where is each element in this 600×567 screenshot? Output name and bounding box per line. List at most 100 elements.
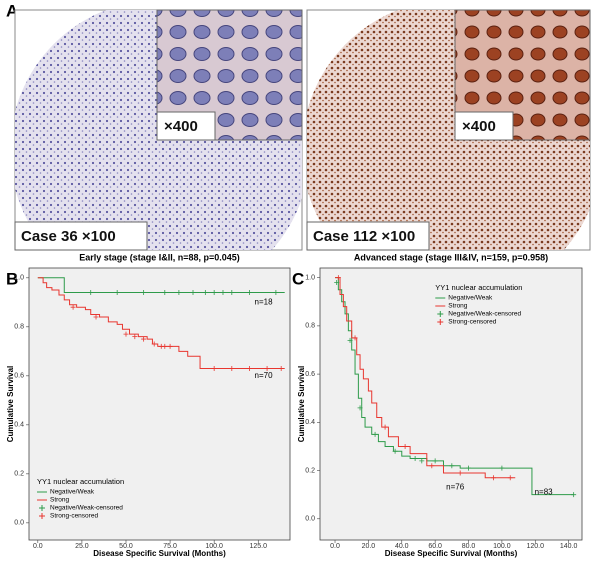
image-caption: Case 36 ×100	[21, 228, 116, 245]
plot-area	[28, 267, 291, 541]
censor-mark	[176, 290, 182, 296]
y-tick-label: 1.0	[305, 274, 315, 281]
censor-mark	[246, 365, 252, 371]
y-tick-label: 0.2	[14, 471, 24, 478]
image-caption: Case 112 ×100	[313, 228, 415, 245]
censor-mark	[357, 405, 363, 411]
survival-curve	[37, 277, 285, 369]
x-tick-label: 40.0	[395, 543, 409, 550]
censor-mark	[202, 290, 208, 296]
y-tick-label: 0.4	[305, 419, 315, 426]
censor-mark	[151, 341, 157, 347]
censor-mark	[162, 290, 168, 296]
censor-mark	[432, 458, 438, 464]
x-tick-label: 80.0	[462, 543, 476, 550]
legend-entry: Strong	[448, 303, 468, 310]
censor-mark	[352, 335, 358, 341]
y-tick-label: 0.8	[14, 324, 24, 331]
inset-caption: ×400	[462, 118, 496, 135]
censor-mark	[491, 475, 497, 481]
censor-mark	[190, 290, 196, 296]
y-axis-label: Cumulative Survival	[297, 366, 306, 442]
x-tick-label: 60.0	[428, 543, 442, 550]
legend-entry: Negative/Weak	[50, 489, 95, 496]
x-tick-label: 0.0	[330, 543, 340, 550]
annotation: n=83	[535, 487, 554, 496]
annotation: n=18	[255, 297, 274, 306]
censor-mark	[402, 443, 408, 449]
panel-label: B	[6, 269, 18, 288]
legend-title: YY1 nuclear accumulation	[37, 477, 124, 486]
censor-mark	[167, 343, 173, 349]
censor-mark	[429, 463, 435, 469]
censor-mark	[162, 343, 168, 349]
censor-mark	[211, 290, 217, 296]
x-tick-label: 50.0	[119, 543, 133, 550]
y-tick-label: 0.0	[305, 516, 315, 523]
legend-swatch	[437, 311, 444, 317]
annotation: n=76	[446, 483, 465, 492]
censor-mark	[211, 365, 217, 371]
censor-mark	[264, 365, 270, 371]
censor-mark	[334, 279, 340, 285]
panel-label: C	[292, 269, 304, 288]
censor-mark	[457, 470, 463, 476]
caption-box	[454, 111, 514, 141]
legend-entry: Negative/Weak-censored	[448, 311, 521, 318]
censor-mark	[382, 424, 388, 430]
censor-mark	[88, 290, 94, 296]
legend-entry: Negative/Weak	[448, 295, 493, 302]
legend-title: YY1 nuclear accumulation	[435, 283, 522, 292]
x-tick-label: 125.0	[249, 543, 267, 550]
censor-mark	[449, 463, 455, 469]
censor-mark	[141, 290, 147, 296]
y-tick-label: 1.0	[14, 275, 24, 282]
censor-mark	[246, 290, 252, 296]
x-tick-label: 20.0	[362, 543, 376, 550]
censor-mark	[70, 304, 76, 310]
legend-entry: Strong	[50, 497, 70, 504]
x-tick-label: 120.0	[527, 543, 545, 550]
censor-mark	[392, 448, 398, 454]
x-tick-label: 25.0	[75, 543, 89, 550]
censor-mark	[507, 475, 513, 481]
legend-entry: Strong-censored	[448, 319, 496, 326]
censor-mark	[335, 275, 341, 281]
censor-mark	[93, 314, 99, 320]
censor-mark	[466, 465, 472, 471]
censor-mark	[372, 431, 378, 437]
censor-mark	[123, 331, 129, 337]
survival-curve	[335, 277, 516, 479]
x-axis-label: Disease Specific Survival (Months)	[385, 549, 518, 558]
x-tick-label: 100.0	[205, 543, 223, 550]
x-tick-label: 140.0	[560, 543, 578, 550]
legend-entry: Strong-censored	[50, 513, 98, 520]
censor-mark	[278, 365, 284, 371]
censor-mark	[229, 290, 235, 296]
y-tick-label: 0.4	[14, 422, 24, 429]
y-tick-label: 0.2	[305, 467, 315, 474]
y-axis-label: Cumulative Survival	[6, 366, 15, 442]
legend-swatch	[437, 319, 444, 325]
caption-box	[14, 221, 148, 251]
survival-curve	[37, 277, 285, 294]
y-tick-label: 0.8	[305, 323, 315, 330]
x-axis-label: Disease Specific Survival (Months)	[93, 549, 226, 558]
y-tick-label: 0.6	[305, 371, 315, 378]
censor-mark	[114, 290, 120, 296]
legend-swatch	[39, 513, 45, 519]
x-tick-label: 0.0	[33, 543, 43, 550]
caption-box	[156, 111, 216, 141]
y-tick-label: 0.0	[14, 520, 24, 527]
y-tick-label: 0.6	[14, 373, 24, 380]
censor-mark	[141, 336, 147, 342]
censor-mark	[499, 465, 505, 471]
x-tick-label: 75.0	[163, 543, 177, 550]
legend-entry: Negative/Weak-censored	[50, 505, 123, 512]
inset-caption: ×400	[164, 118, 198, 135]
censor-mark	[571, 492, 577, 498]
censor-mark	[273, 290, 279, 296]
chart-title: Early stage (stage I&II, n=88, p=0.045)	[79, 252, 240, 262]
censor-mark	[412, 455, 418, 461]
